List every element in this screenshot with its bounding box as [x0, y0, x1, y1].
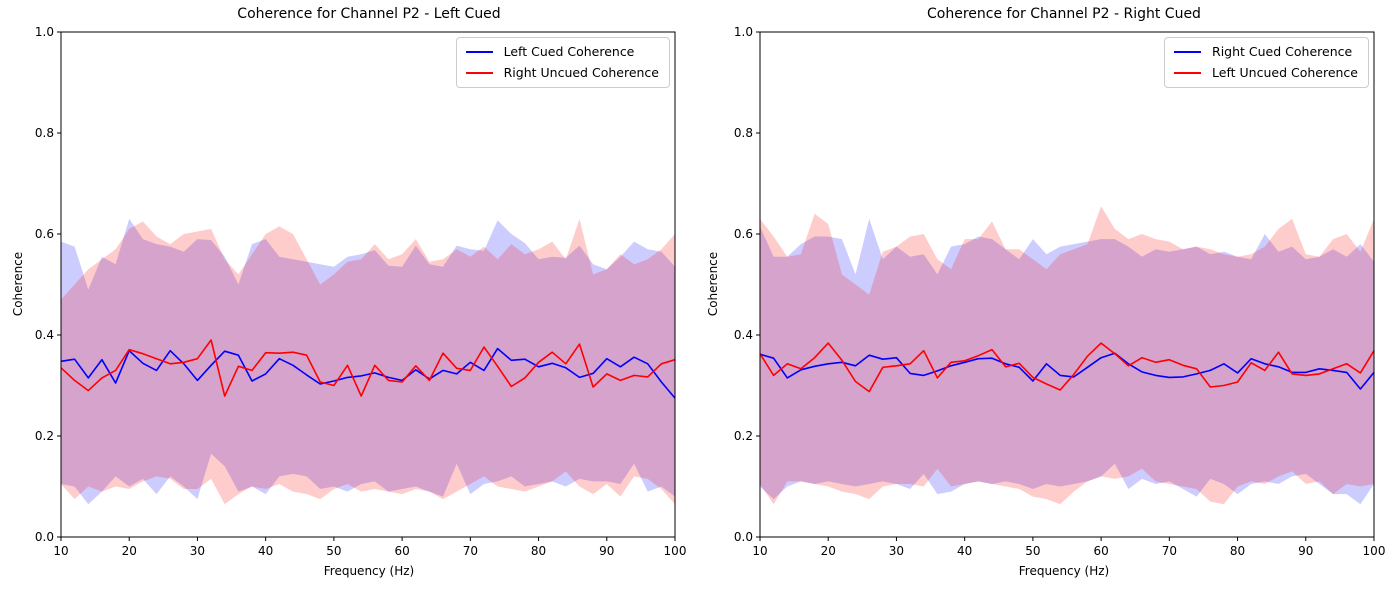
right-cued-plot-panel: 10 20 30 40 50 60 70 80 90 100 0.0 0.2 0.4 0.6 0.8 1.0 … [695, 0, 1390, 590]
y-axis-label-left-plot: Coherence [11, 251, 25, 317]
y-tick-label: 0.6 [35, 227, 54, 241]
legend-label: Left Cued Coherence [503, 44, 635, 59]
y-tick-label: 1.0 [35, 25, 54, 39]
y-tick-label: 0.2 [734, 429, 753, 443]
red-confidence-band [760, 206, 1374, 505]
y-tick-label: 0.8 [734, 126, 753, 140]
x-tick-label: 80 [531, 544, 546, 558]
x-tick-label: 80 [1230, 544, 1245, 558]
axes-spines [60, 31, 676, 538]
red-mean-line [759, 342, 1375, 393]
axes-spines [759, 31, 1375, 538]
page-title-right-plot: Coherence for Channel P2 - Right Cued [927, 6, 1201, 22]
left-cued-chart-canvas: 10 20 30 40 50 60 70 80 90 100 0.0 0.2 0.4 0.6 0.8 1.0 [35, 25, 687, 558]
y-tick-label: 0.4 [734, 328, 753, 342]
legend-label: Right Cued Coherence [1212, 44, 1353, 59]
blue-mean-line [759, 352, 1375, 390]
x-axis-label-left-plot: Frequency (Hz) [323, 564, 415, 578]
x-tick-label: 100 [1363, 544, 1386, 558]
x-tick-label: 40 [258, 544, 273, 558]
x-tick-label: 10 [752, 544, 767, 558]
legend-label: Right Uncued Coherence [503, 64, 659, 80]
blue-line-swatch [465, 50, 493, 53]
x-tick-label: 10 [53, 544, 68, 558]
left-cued-plot-panel: 10 20 30 40 50 60 70 80 90 100 0.0 0.2 0.4 0.6 0.8 1.0 … [11, 6, 687, 578]
blue-confidence-band [61, 218, 675, 505]
legend-left-plot: Left Cued Coherence Right Uncued Coheren… [455, 37, 670, 88]
blue-confidence-band [760, 218, 1374, 505]
y-tick-label: 0.4 [35, 328, 54, 342]
legend-entry-red: Right Uncued Coherence [465, 64, 659, 80]
y-tick-label: 0.2 [35, 429, 54, 443]
x-tick-label: 90 [1298, 544, 1313, 558]
x-tick-label: 100 [664, 544, 687, 558]
y-tick-label: 0.0 [734, 530, 753, 544]
legend-label: Left Uncued Coherence [1212, 64, 1358, 80]
x-tick-label: 20 [821, 544, 836, 558]
page-title-left-plot: Coherence for Channel P2 - Left Cued [237, 6, 501, 22]
y-tick-label: 0.6 [734, 227, 753, 241]
x-tick-label: 30 [190, 544, 205, 558]
x-tick-label: 40 [957, 544, 972, 558]
x-tick-label: 20 [122, 544, 137, 558]
y-tick-label: 0.8 [35, 126, 54, 140]
x-tick-label: 50 [1025, 544, 1040, 558]
x-tick-label: 70 [463, 544, 478, 558]
x-tick-label: 90 [599, 544, 614, 558]
red-mean-line [60, 339, 676, 397]
legend-entry-blue: Left Cued Coherence [465, 44, 659, 59]
y-axis-label-right-plot: Coherence [706, 251, 720, 317]
right-cued-chart-canvas: 10 20 30 40 50 60 70 80 90 100 0.0 0.2 0.4 0.6 0.8 1.0 [734, 25, 1386, 558]
y-tick-label: 1.0 [734, 25, 753, 39]
x-tick-label: 50 [326, 544, 341, 558]
x-tick-label: 30 [889, 544, 904, 558]
red-confidence-band [61, 218, 675, 505]
x-tick-label: 70 [1162, 544, 1177, 558]
legend-entry-red: Left Uncued Coherence [1174, 64, 1358, 80]
x-axis-label-right-plot: Frequency (Hz) [1018, 564, 1110, 578]
x-tick-label: 60 [1093, 544, 1108, 558]
blue-line-swatch [1174, 50, 1202, 53]
y-tick-label: 0.0 [35, 530, 54, 544]
legend-right-plot: Right Cued Coherence Left Uncued Coheren… [1164, 37, 1369, 88]
legend-entry-blue: Right Cued Coherence [1174, 45, 1358, 59]
red-line-swatch [1174, 71, 1202, 74]
red-line-swatch [465, 71, 493, 74]
x-tick-label: 60 [394, 544, 409, 558]
